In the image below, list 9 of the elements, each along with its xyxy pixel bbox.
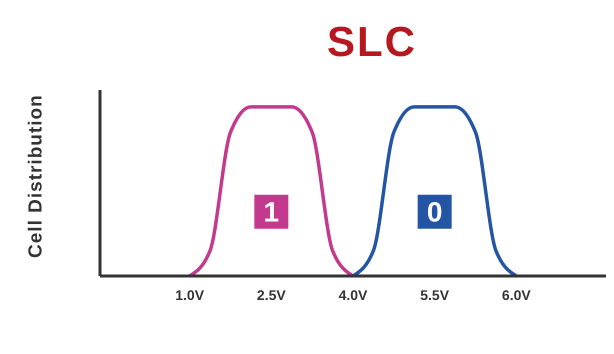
y-axis-title: Cell Distribution [26, 94, 47, 258]
annotation: 0 [426, 196, 442, 228]
x-tick-label: 1.0V [175, 286, 205, 303]
chart-title: SLC [326, 18, 418, 66]
x-tick-label: 6.0V [502, 286, 532, 303]
x-tick-label: 2.5V [256, 286, 286, 303]
annotation: 1 [264, 196, 280, 228]
x-tick-label: 5.5V [420, 286, 450, 303]
x-tick-label: 4.0V [338, 286, 368, 303]
